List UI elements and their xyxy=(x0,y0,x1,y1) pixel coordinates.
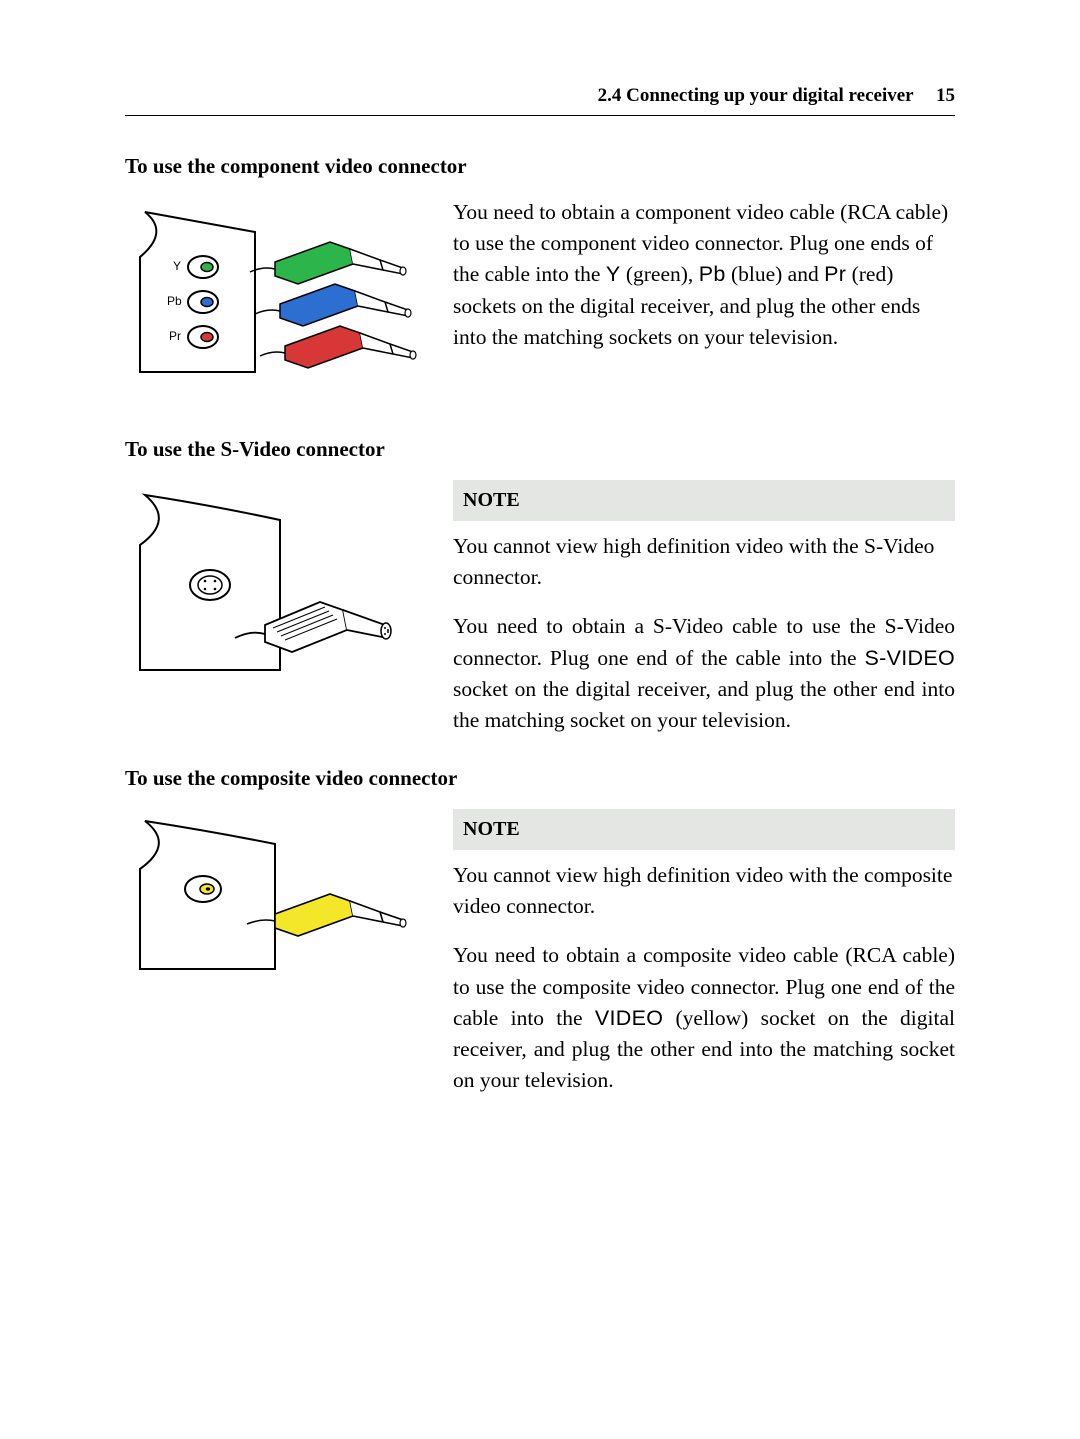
illus-composite-video xyxy=(125,809,425,1019)
illus-component-video: Y Pb Pr xyxy=(125,197,425,407)
page-number: 15 xyxy=(936,85,955,106)
body-composite: You need to obtain a composite video cab… xyxy=(453,940,955,1096)
text-component: You need to obtain a component video cab… xyxy=(453,197,955,353)
t: Y xyxy=(606,262,621,286)
block-component: Y Pb Pr xyxy=(125,197,955,407)
block-svideo: NOTE You cannot view high definition vid… xyxy=(125,480,955,736)
text-composite: NOTE You cannot view high definition vid… xyxy=(453,809,955,1096)
note-text-svideo: You cannot view high definition video wi… xyxy=(453,531,955,593)
t: socket on the digital receiver, and plug… xyxy=(453,677,955,732)
heading-svideo: To use the S-Video connector xyxy=(125,437,955,462)
section-label: 2.4 Connecting up your digital receiver xyxy=(598,85,914,106)
note-label-svideo: NOTE xyxy=(453,480,955,521)
note-text-composite: You cannot view high definition video wi… xyxy=(453,860,955,922)
header-rule xyxy=(125,115,955,116)
note-label-composite: NOTE xyxy=(453,809,955,850)
svg-text:Pb: Pb xyxy=(167,294,182,308)
t: S-VIDEO xyxy=(864,646,955,670)
heading-composite: To use the composite video connector xyxy=(125,766,955,791)
t: Pb xyxy=(699,262,726,286)
illus-svideo xyxy=(125,480,425,690)
svg-text:Y: Y xyxy=(173,259,181,273)
t: (blue) and xyxy=(726,262,825,286)
body-svideo: You need to obtain a S-Video cable to us… xyxy=(453,611,955,736)
page: 2.4 Connecting up your digital receiver … xyxy=(0,0,1080,1226)
heading-component: To use the component video connector xyxy=(125,154,955,179)
t: (green), xyxy=(620,262,698,286)
text-svideo: NOTE You cannot view high definition vid… xyxy=(453,480,955,736)
svg-text:Pr: Pr xyxy=(169,329,181,343)
block-composite: NOTE You cannot view high definition vid… xyxy=(125,809,955,1096)
t: VIDEO xyxy=(595,1006,663,1030)
running-head: 2.4 Connecting up your digital receiver … xyxy=(125,85,955,115)
t: Pr xyxy=(824,262,846,286)
